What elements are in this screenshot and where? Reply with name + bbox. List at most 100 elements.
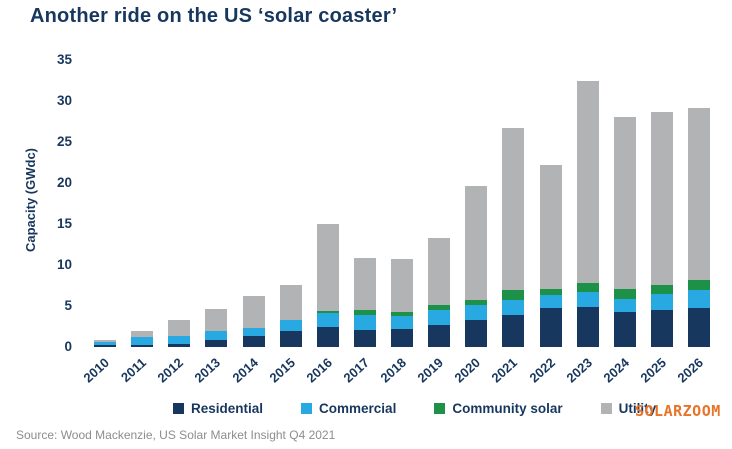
bar-segment-community-solar	[576, 283, 599, 293]
legend-label: Utility	[618, 401, 657, 416]
bar-2012	[168, 319, 191, 347]
bar-segment-commercial	[131, 337, 154, 345]
bar-segment-commercial	[465, 305, 488, 320]
bar-segment-commercial	[391, 315, 413, 329]
bar-segment-residential	[131, 344, 154, 347]
bar-segment-commercial	[428, 310, 451, 325]
bar-2017	[353, 257, 376, 347]
bar-2021	[502, 128, 525, 347]
bar-segment-commercial	[316, 312, 339, 328]
legend-marker-icon	[434, 403, 446, 414]
bar-2020	[465, 186, 488, 347]
bar-segment-utility	[242, 296, 265, 329]
legend-marker-icon	[301, 403, 313, 414]
bar-2023	[576, 81, 599, 347]
bar-segment-residential	[650, 310, 673, 347]
source-note: Source: Wood Mackenzie, US Solar Market …	[16, 428, 336, 442]
bar-segment-utility	[168, 319, 191, 336]
bar-segment-community-solar	[428, 305, 451, 311]
bar-2011	[131, 331, 154, 347]
y-tick-label: 5	[64, 298, 72, 313]
bar-segment-commercial	[205, 330, 228, 340]
bar-segment-utility	[613, 117, 636, 289]
bar-segment-residential	[353, 329, 376, 347]
bar-segment-utility	[465, 186, 488, 301]
bar-segment-utility	[353, 257, 376, 311]
bar-segment-utility	[539, 164, 562, 289]
bar-segment-residential	[242, 336, 265, 347]
bar-segment-community-solar	[465, 300, 488, 306]
bar-segment-residential	[539, 307, 562, 347]
legend-marker-icon	[600, 403, 612, 414]
bar-segment-community-solar	[613, 288, 636, 299]
bar-segment-community-solar	[353, 310, 376, 316]
bar-segment-utility	[576, 81, 599, 284]
bar-2013	[205, 309, 228, 347]
bar-segment-utility	[502, 128, 525, 291]
bar-segment-utility	[391, 259, 413, 312]
y-tick-label: 30	[56, 93, 72, 108]
bar-segment-commercial	[688, 289, 710, 308]
bar-segment-commercial	[353, 315, 376, 330]
bar-segment-residential	[279, 331, 302, 347]
bar-segment-commercial	[94, 342, 116, 345]
bar-2026	[688, 107, 710, 347]
bar-segment-utility	[428, 237, 451, 306]
y-tick-label: 15	[56, 216, 72, 231]
bar-segment-utility	[316, 223, 339, 311]
legend-label: Residential	[191, 401, 264, 416]
bar-segment-commercial	[168, 335, 191, 344]
bar-segment-utility	[650, 111, 673, 285]
y-tick-label: 0	[64, 339, 72, 354]
legend-label: Community solar	[452, 401, 563, 416]
bar-2018	[391, 259, 413, 347]
bar-2016	[316, 223, 339, 347]
bar-2015	[279, 284, 302, 347]
bar-segment-community-solar	[502, 290, 525, 301]
bar-segment-residential	[316, 327, 339, 347]
bar-2010	[94, 340, 116, 347]
bar-segment-community-solar	[391, 311, 413, 316]
legend-item-residential: Residential	[173, 401, 263, 416]
bar-segment-community-solar	[316, 310, 339, 313]
chart-title: Another ride on the US ‘solar coaster’	[30, 5, 398, 27]
bar-segment-residential	[205, 339, 228, 347]
bar-segment-utility	[131, 331, 154, 338]
bar-2019	[428, 237, 451, 347]
y-tick-label: 25	[56, 134, 72, 149]
bar-segment-commercial	[613, 298, 636, 312]
bar-segment-utility	[205, 309, 228, 331]
y-tick-label: 35	[56, 52, 72, 67]
bar-segment-commercial	[576, 292, 599, 307]
bar-segment-commercial	[242, 328, 265, 337]
bar-segment-community-solar	[650, 284, 673, 294]
bar-segment-utility	[279, 284, 302, 320]
legend-item-commercial: Commercial	[301, 401, 396, 416]
bar-segment-residential	[502, 315, 525, 347]
bar-segment-community-solar	[688, 279, 710, 290]
legend-item-utility: Utility	[600, 401, 657, 416]
bar-segment-commercial	[539, 295, 562, 308]
bar-2025	[650, 111, 673, 347]
bar-2014	[242, 296, 265, 347]
bar-segment-utility	[688, 107, 710, 280]
bar-2022	[539, 164, 562, 347]
y-tick-label: 10	[56, 257, 72, 272]
bar-2024	[613, 117, 636, 347]
bar-segment-residential	[391, 328, 413, 347]
bar-segment-utility	[94, 340, 116, 343]
bar-segment-commercial	[279, 319, 302, 332]
bar-segment-residential	[428, 324, 451, 347]
watermark: SOLARZOOM	[635, 402, 721, 420]
bar-segment-residential	[576, 306, 599, 347]
legend-marker-icon	[173, 403, 184, 414]
legend-item-community-solar: Community solar	[434, 401, 563, 416]
y-tick-label: 20	[56, 175, 72, 190]
bar-segment-commercial	[502, 300, 525, 316]
bar-segment-residential	[168, 343, 191, 347]
bar-segment-residential	[94, 344, 116, 347]
bar-segment-community-solar	[539, 288, 562, 296]
legend-label: Commercial	[319, 401, 397, 416]
